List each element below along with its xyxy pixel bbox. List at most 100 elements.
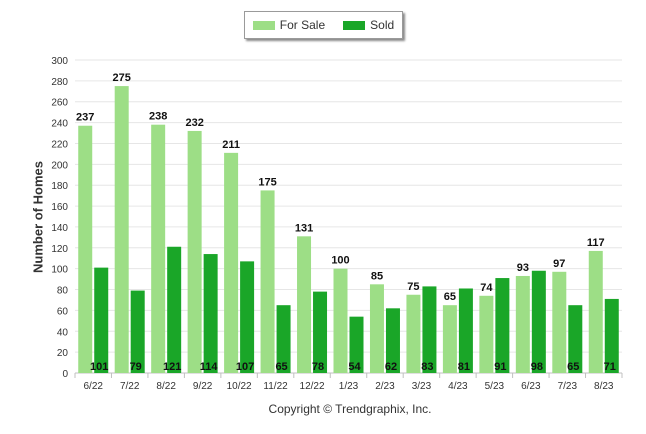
- x-tick-label: 6/23: [521, 381, 541, 392]
- data-label-for-sale: 75: [407, 281, 419, 293]
- data-label-sold: 114: [200, 361, 219, 373]
- bar-for-sale: [260, 190, 275, 373]
- bar-for-sale: [114, 86, 129, 373]
- data-label-sold: 62: [385, 361, 397, 373]
- bar-for-sale: [224, 152, 239, 373]
- x-tick-label: 5/23: [485, 381, 505, 392]
- data-label-sold: 81: [458, 361, 470, 373]
- bar-sold: [385, 308, 400, 373]
- data-label-sold: 83: [421, 361, 433, 373]
- bar-sold: [240, 261, 255, 373]
- y-tick-label: 60: [57, 306, 69, 317]
- legend-label-sold: Sold: [370, 18, 395, 32]
- data-label-for-sale: 232: [185, 117, 203, 129]
- y-tick-label: 180: [51, 181, 68, 192]
- data-label-sold: 54: [348, 361, 361, 373]
- bar-for-sale: [406, 294, 421, 373]
- bar-sold: [349, 316, 364, 373]
- x-tick-label: 8/23: [594, 381, 614, 392]
- bar-for-sale: [151, 124, 166, 373]
- bar-for-sale: [333, 268, 348, 373]
- y-tick-label: 100: [51, 265, 68, 276]
- data-label-sold: 121: [163, 361, 181, 373]
- data-label-sold: 65: [275, 361, 287, 373]
- data-label-for-sale: 85: [371, 270, 383, 282]
- bar-sold: [130, 290, 145, 373]
- bar-sold: [203, 254, 218, 373]
- x-tick-label: 3/23: [412, 381, 432, 392]
- data-label-for-sale: 211: [222, 139, 240, 151]
- data-label-sold: 79: [130, 361, 142, 373]
- x-tick-label: 8/22: [156, 381, 176, 392]
- legend-swatch-sold: [343, 20, 366, 30]
- y-tick-label: 300: [51, 56, 68, 67]
- data-label-sold: 101: [90, 361, 108, 373]
- y-tick-label: 80: [57, 286, 69, 297]
- x-tick-label: 7/22: [120, 381, 140, 392]
- bar-for-sale: [297, 236, 312, 373]
- legend-item-for-sale[interactable]: For Sale: [252, 18, 326, 32]
- bar-for-sale: [78, 125, 93, 373]
- data-label-sold: 71: [604, 361, 616, 373]
- y-tick-label: 40: [57, 327, 69, 338]
- bar-sold: [458, 288, 473, 373]
- bar-sold: [94, 267, 109, 373]
- x-tick-label: 12/22: [300, 381, 325, 392]
- bar-for-sale: [515, 275, 530, 373]
- x-tick-label: 2/23: [375, 381, 395, 392]
- x-tick-label: 9/22: [193, 381, 213, 392]
- bar-sold: [568, 305, 583, 373]
- y-tick-label: 200: [51, 160, 68, 171]
- y-tick-label: 160: [51, 202, 68, 213]
- bar-for-sale: [187, 130, 202, 373]
- bar-sold: [276, 305, 291, 373]
- y-tick-label: 140: [51, 223, 68, 234]
- data-label-for-sale: 74: [480, 282, 493, 294]
- bar-sold: [313, 291, 328, 373]
- bar-for-sale: [442, 305, 457, 373]
- bar-sold: [495, 278, 510, 373]
- bar-for-sale: [552, 271, 567, 373]
- bar-for-sale: [479, 295, 494, 373]
- x-tick-label: 6/22: [83, 381, 103, 392]
- x-tick-label: 10/22: [227, 381, 252, 392]
- y-tick-label: 240: [51, 119, 68, 130]
- y-tick-label: 220: [51, 139, 68, 150]
- bar-for-sale: [588, 250, 603, 373]
- legend: For Sale Sold: [244, 11, 403, 39]
- data-label-for-sale: 175: [258, 176, 276, 188]
- x-tick-label: 7/23: [558, 381, 578, 392]
- data-label-for-sale: 117: [587, 237, 605, 249]
- data-label-sold: 78: [312, 361, 324, 373]
- copyright-text: Copyright © Trendgraphix, Inc.: [268, 402, 432, 416]
- data-label-for-sale: 93: [517, 262, 529, 274]
- data-label-for-sale: 100: [331, 255, 349, 267]
- y-tick-label: 120: [51, 244, 68, 255]
- data-label-for-sale: 237: [76, 112, 94, 124]
- x-tick-label: 11/22: [263, 381, 288, 392]
- data-label-for-sale: 97: [553, 258, 565, 270]
- bar-for-sale: [369, 284, 384, 373]
- x-tick-label: 4/23: [448, 381, 468, 392]
- data-label-sold: 65: [567, 361, 579, 373]
- data-label-for-sale: 238: [149, 111, 167, 123]
- bar-sold: [604, 298, 619, 373]
- y-tick-label: 260: [51, 98, 68, 109]
- y-tick-label: 280: [51, 77, 68, 88]
- y-tick-label: 20: [57, 348, 69, 359]
- bar-sold: [531, 270, 546, 373]
- data-label-for-sale: 131: [295, 222, 313, 234]
- bar-sold: [422, 286, 437, 373]
- y-tick-label: 0: [62, 369, 68, 380]
- x-tick-label: 1/23: [339, 381, 359, 392]
- bar-sold: [167, 246, 182, 373]
- data-label-for-sale: 65: [444, 291, 456, 303]
- legend-label-for-sale: For Sale: [279, 18, 326, 32]
- legend-item-sold[interactable]: Sold: [343, 18, 394, 32]
- data-label-sold: 98: [531, 361, 543, 373]
- data-label-for-sale: 275: [113, 72, 131, 84]
- data-label-sold: 91: [494, 361, 506, 373]
- legend-swatch-for-sale: [252, 20, 275, 30]
- data-label-sold: 107: [236, 361, 254, 373]
